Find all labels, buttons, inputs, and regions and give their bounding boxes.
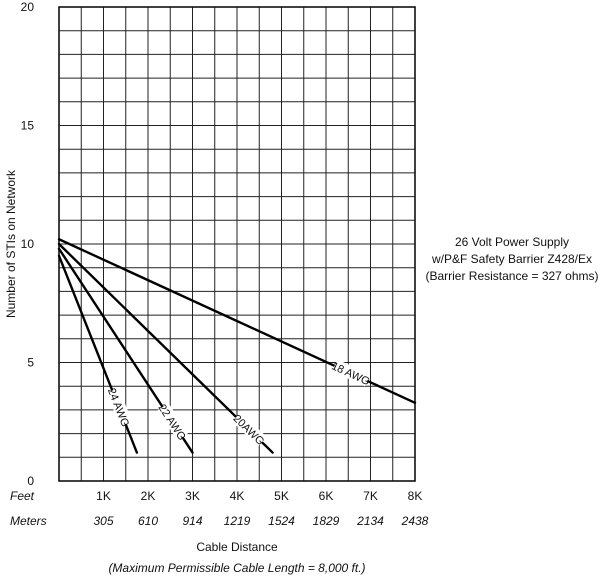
x-tick-label-meters: 610 [138,514,158,528]
x-tick-label-feet: 3K [185,489,200,503]
y-axis-title: Number of STIs on Network [4,169,18,318]
x-tick-label-meters: 1524 [268,514,295,528]
x-tick-label-meters: 2134 [356,514,384,528]
y-tick-label: 5 [27,356,34,370]
x-tick-label-meters: 1829 [313,514,340,528]
x-tick-label-feet: 6K [319,489,334,503]
x-tick-label-feet: 5K [274,489,289,503]
y-tick-label: 0 [27,474,34,488]
series-label-background [232,412,267,447]
side-note-line-3: (Barrier Resistance = 327 ohms) [425,269,599,283]
side-note-line-2: w/P&F Safety Barrier Z428/Ex [431,252,593,266]
x-tick-label-feet: 2K [141,489,156,503]
x-axis-title: Cable Distance [196,540,278,554]
x-tick-label-meters: 305 [93,514,113,528]
x-tick-labels-feet: 1K 2K 3K 4K 5K 6K 7K 8K [96,489,422,503]
grid [59,7,415,481]
x-tick-label-feet: 8K [408,489,423,503]
x-row-label-feet: Feet [10,489,35,503]
y-tick-label: 15 [21,119,35,133]
series-label-background [157,403,189,441]
series-label: 20AWG [231,413,267,448]
series-label-background [332,359,371,387]
y-tick-labels: 0 5 10 15 20 [21,0,35,488]
series-label-background [106,388,133,427]
y-tick-label: 20 [21,0,35,14]
x-axis-note: (Maximum Permissible Cable Length = 8,00… [108,561,365,575]
x-tick-label-feet: 1K [96,489,111,503]
x-tick-label-feet: 4K [230,489,245,503]
x-tick-label-meters: 914 [182,514,202,528]
side-note-line-1: 26 Volt Power Supply [454,235,570,249]
y-tick-label: 10 [21,237,35,251]
series-label: 18 AWG [330,360,372,388]
x-tick-label-feet: 7K [363,489,378,503]
side-note: 26 Volt Power Supply w/P&F Safety Barrie… [425,234,599,285]
x-tick-label-meters: 2438 [401,514,429,528]
series-label: 24 AWG [105,387,131,429]
x-tick-labels-meters: 305 610 914 1219 1524 1829 2134 2438 [93,514,428,528]
x-row-label-meters: Meters [10,514,47,528]
x-tick-label-meters: 1219 [224,514,251,528]
